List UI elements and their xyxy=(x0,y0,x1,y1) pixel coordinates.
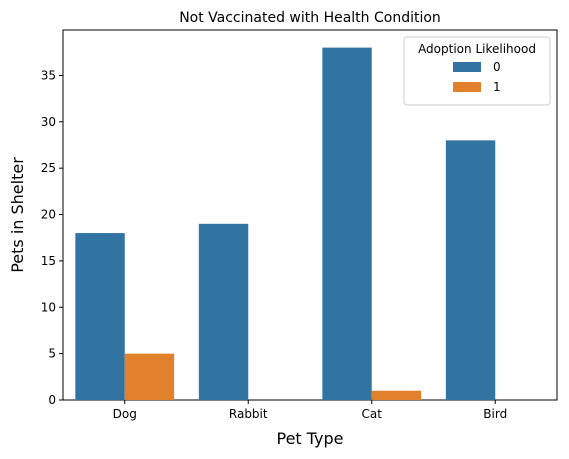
x-tick-label: Rabbit xyxy=(229,407,268,421)
bars xyxy=(75,47,496,400)
legend-label-0: 0 xyxy=(493,60,501,74)
x-axis-title: Pet Type xyxy=(276,429,343,448)
y-tick-label: 25 xyxy=(41,161,56,175)
legend: Adoption Likelihood 0 1 xyxy=(403,36,551,106)
bar-cat-0 xyxy=(322,47,372,400)
legend-label-1: 1 xyxy=(493,80,501,94)
y-axis: 0 5 10 15 20 25 30 35 xyxy=(41,68,63,407)
chart-title: Not Vaccinated with Health Condition xyxy=(179,10,441,26)
y-tick-label: 15 xyxy=(41,254,56,268)
y-tick-label: 10 xyxy=(41,300,56,314)
x-axis: Dog Rabbit Cat Bird xyxy=(113,400,507,421)
bar-rabbit-0 xyxy=(198,223,249,400)
x-tick-label: Cat xyxy=(362,407,383,421)
y-tick-label: 30 xyxy=(41,115,56,129)
bar-bird-0 xyxy=(445,140,496,400)
bar-dog-0 xyxy=(75,233,125,400)
legend-swatch-1 xyxy=(453,82,481,92)
x-tick-label: Dog xyxy=(113,407,137,421)
y-tick-label: 5 xyxy=(48,347,56,361)
y-tick-label: 20 xyxy=(41,208,56,222)
bar-cat-1 xyxy=(371,390,422,400)
bar-dog-1 xyxy=(124,353,175,400)
y-tick-label: 35 xyxy=(41,68,56,82)
legend-title: Adoption Likelihood xyxy=(418,42,536,56)
x-tick-label: Bird xyxy=(483,407,507,421)
y-axis-title: Pets in Shelter xyxy=(8,157,27,273)
legend-swatch-0 xyxy=(453,62,481,72)
y-tick-label: 0 xyxy=(48,393,56,407)
